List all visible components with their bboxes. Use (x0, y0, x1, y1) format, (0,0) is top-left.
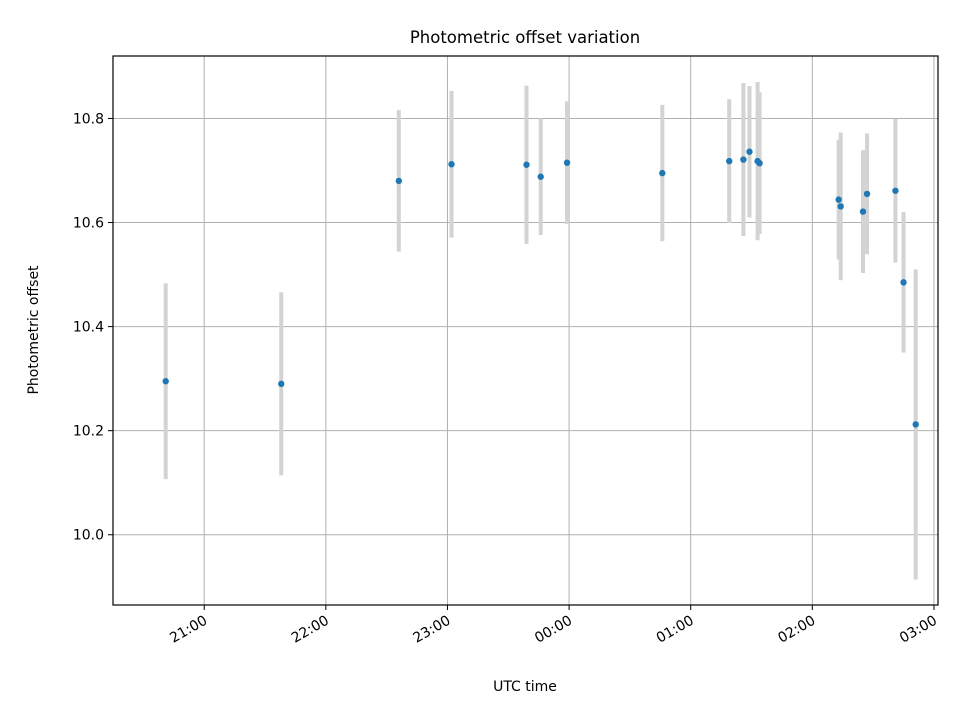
data-point (448, 161, 455, 168)
y-axis-label: Photometric offset (26, 265, 42, 395)
data-point (563, 159, 571, 166)
data-point (537, 173, 544, 180)
data-point (859, 208, 867, 215)
y-tick-label: 10.6 (73, 216, 104, 232)
data-point (659, 169, 666, 177)
data-point (900, 279, 907, 286)
data-point (726, 157, 733, 165)
data-point (837, 203, 844, 210)
grid-lines (113, 56, 938, 605)
data-point (746, 148, 753, 155)
data-point (395, 177, 403, 185)
data-point (523, 161, 530, 168)
data-point (756, 159, 763, 167)
data-point (892, 187, 899, 194)
data-points (162, 148, 919, 428)
data-point (912, 421, 919, 428)
x-axis-label: UTC time (493, 679, 557, 695)
y-axis-ticks: 10.0 10.2 10.4 10.6 10.8 (73, 111, 113, 544)
y-tick-label: 10.8 (73, 111, 104, 127)
data-point (162, 378, 169, 385)
y-tick-label: 10.4 (73, 320, 104, 336)
data-point (835, 196, 842, 203)
y-tick-label: 10.2 (73, 424, 104, 440)
y-tick-label: 10.0 (73, 528, 104, 544)
data-point (863, 190, 871, 198)
data-point (278, 380, 285, 388)
plot-area-frame (112, 55, 939, 606)
data-point (740, 156, 747, 163)
chart-title: Photometric offset variation (410, 28, 640, 47)
